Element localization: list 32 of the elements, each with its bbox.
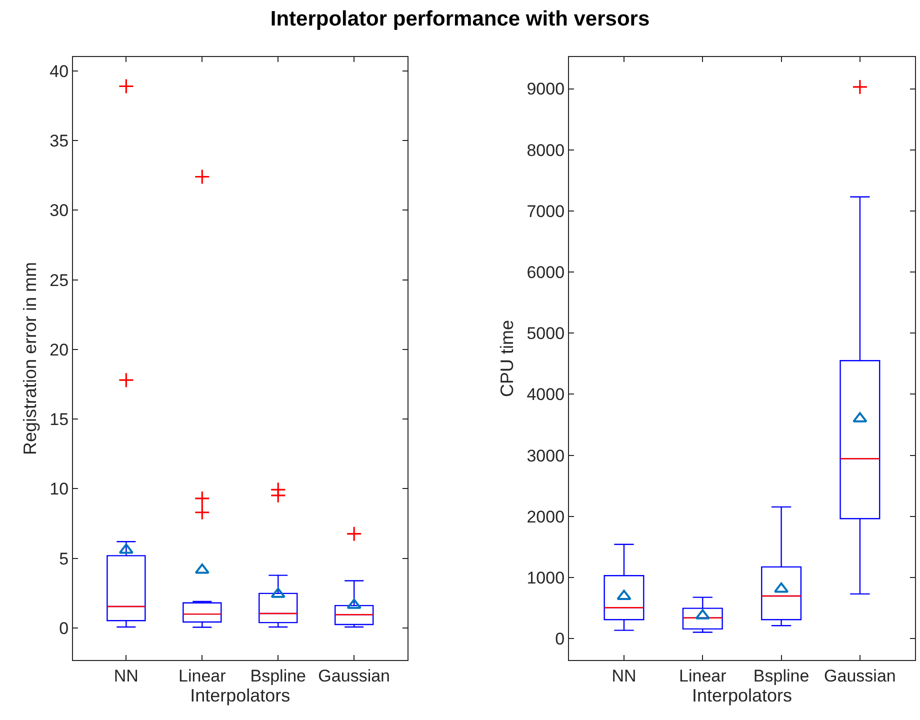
- x-tick-label: NN: [612, 666, 636, 686]
- x-axis-title: Interpolators: [692, 685, 792, 706]
- y-tick-label: 8000: [526, 140, 565, 160]
- y-tick-label: 9000: [526, 80, 565, 99]
- y-tick-label: 6000: [526, 263, 565, 282]
- y-axis-title: Registration error in mm: [20, 262, 40, 456]
- y-tick-label: 15: [50, 410, 69, 430]
- x-tick-label: NN: [114, 666, 138, 686]
- y-tick-label: 30: [50, 201, 69, 220]
- y-tick-label: 40: [50, 62, 69, 81]
- x-tick-label: Gaussian: [824, 666, 896, 686]
- y-tick-label: 25: [50, 270, 69, 290]
- y-tick-label: 5000: [526, 324, 565, 344]
- y-axis-title: CPU time: [496, 320, 517, 398]
- y-tick-label: 1000: [526, 568, 565, 588]
- y-tick-label: 10: [50, 480, 69, 499]
- x-tick-label: Linear: [679, 666, 727, 686]
- x-tick-label: Bspline: [250, 666, 306, 686]
- y-tick-label: 5: [59, 549, 69, 568]
- y-tick-label: 20: [50, 340, 69, 360]
- y-tick-label: 35: [50, 132, 69, 151]
- y-tick-label: 3000: [526, 446, 565, 466]
- y-tick-label: 2000: [526, 507, 565, 526]
- y-tick-label: 0: [555, 630, 565, 649]
- y-tick-label: 0: [59, 618, 69, 638]
- y-tick-label: 4000: [526, 385, 565, 404]
- x-tick-label: Gaussian: [318, 666, 390, 686]
- x-tick-label: Bspline: [753, 666, 810, 686]
- x-axis-title: Interpolators: [190, 685, 290, 706]
- x-tick-label: Linear: [178, 666, 226, 686]
- text: Interpolator performance with versors: [270, 8, 650, 30]
- y-tick-label: 7000: [526, 202, 565, 221]
